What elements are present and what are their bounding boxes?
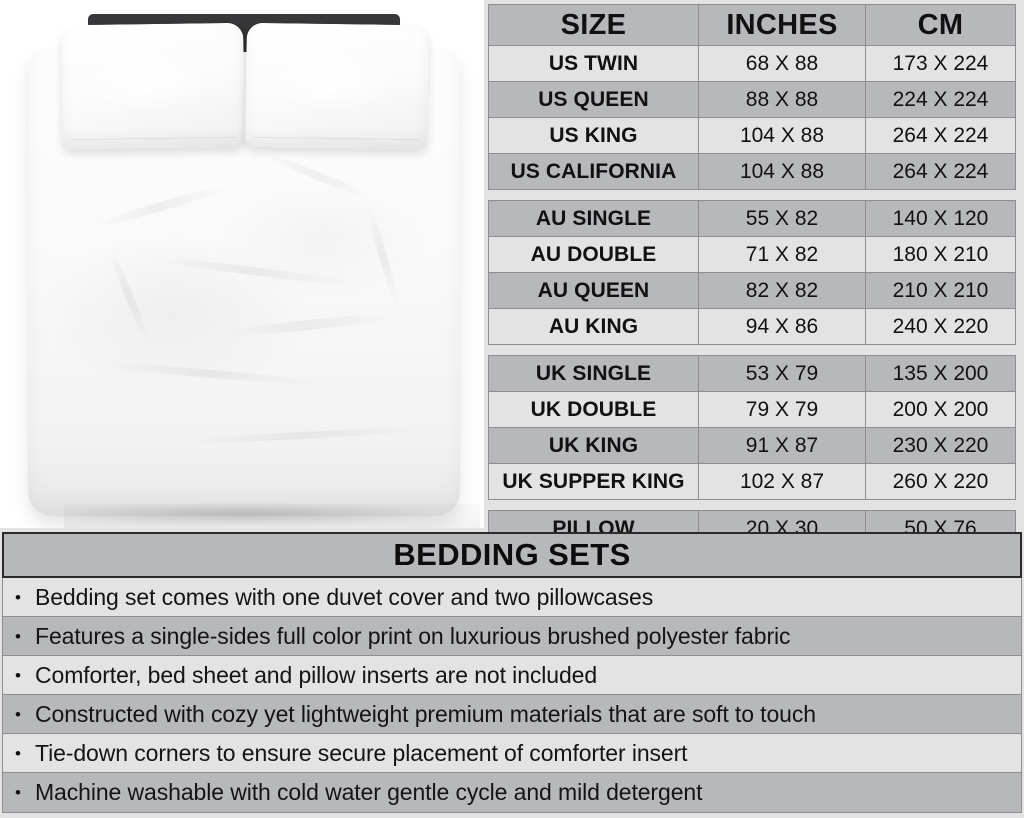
cell-cm: 173 X 224: [892, 52, 989, 75]
cell-inches: 53 X 79: [699, 356, 866, 391]
bullet-icon: •: [15, 626, 21, 646]
column-header-size: SIZE: [489, 5, 699, 45]
cell-size: AU DOUBLE: [489, 237, 699, 272]
table-row: US QUEEN 88 X 88 224 X 224: [488, 81, 1016, 117]
cell-size: AU QUEEN: [489, 273, 699, 308]
pillowcase-left: [61, 22, 245, 150]
top-area: SIZE INCHES CM US TWIN 68 X 88 173 X 224…: [0, 0, 1016, 547]
pillow-hem: [253, 136, 420, 141]
list-item: • Bedding set comes with one duvet cover…: [3, 578, 1021, 617]
cell-cm: 240 X 220: [892, 315, 989, 338]
size-group-au: AU SINGLE 55 X 82 140 X 120 AU DOUBLE 71…: [488, 200, 1016, 345]
table-row: AU QUEEN 82 X 82 210 X 210: [488, 272, 1016, 308]
cell-inches: 55 X 82: [699, 201, 866, 236]
cell-cm: 260 X 220: [892, 470, 989, 493]
table-row: US CALIFORNIA 104 X 88 264 X 224: [488, 153, 1016, 190]
cell-size: UK DOUBLE: [489, 392, 699, 427]
cell-inches: 68 X 88: [699, 46, 866, 81]
cell-size: US QUEEN: [489, 82, 699, 117]
list-item: • Features a single-sides full color pri…: [3, 617, 1021, 656]
fabric-crease: [260, 149, 376, 203]
product-image: [0, 0, 484, 528]
fabric-crease: [87, 181, 235, 232]
cell-size: US TWIN: [489, 46, 699, 81]
bullet-icon: •: [15, 587, 21, 607]
bedding-sets-section: BEDDING SETS • Bedding set comes with on…: [0, 532, 1024, 818]
cell-inches: 71 X 82: [699, 237, 866, 272]
cell-inches: 104 X 88: [699, 118, 866, 153]
cell-inches: 102 X 87: [699, 464, 866, 499]
cell-cm: 135 X 200: [892, 362, 989, 385]
feature-bullet-list: • Bedding set comes with one duvet cover…: [2, 578, 1022, 813]
table-row: UK KING 91 X 87 230 X 220: [488, 427, 1016, 463]
cell-cm: 264 X 224: [892, 124, 989, 147]
fabric-crease: [148, 254, 358, 288]
table-header-row: SIZE INCHES CM: [488, 4, 1016, 45]
cell-size: UK KING: [489, 428, 699, 463]
cell-inches: 79 X 79: [699, 392, 866, 427]
list-item-label: Machine washable with cold water gentle …: [35, 779, 703, 805]
list-item: • Constructed with cozy yet lightweight …: [3, 695, 1021, 734]
bedding-sets-title: BEDDING SETS: [393, 537, 631, 572]
table-row: UK SUPPER KING 102 X 87 260 X 220: [488, 463, 1016, 500]
table-row: UK SINGLE 53 X 79 135 X 200: [488, 355, 1016, 391]
bullet-icon: •: [15, 743, 21, 763]
bullet-icon: •: [15, 704, 21, 724]
cell-size: UK SINGLE: [489, 356, 699, 391]
cell-cm: 264 X 224: [892, 160, 989, 183]
bullet-icon: •: [15, 783, 21, 802]
mattress-base-shadow: [64, 504, 480, 528]
cell-cm: 140 X 120: [892, 207, 989, 230]
bedding-sets-header: BEDDING SETS: [2, 532, 1022, 578]
list-item: • Tie-down corners to ensure secure plac…: [3, 734, 1021, 773]
list-item-label: Bedding set comes with one duvet cover a…: [35, 583, 654, 610]
cell-cm: 210 X 210: [892, 279, 989, 302]
cell-inches: 91 X 87: [699, 428, 866, 463]
bed-mockup: [0, 0, 484, 528]
fabric-crease: [363, 202, 403, 310]
fabric-crease: [104, 243, 154, 349]
list-item-label: Comforter, bed sheet and pillow inserts …: [35, 661, 598, 688]
column-header-inches: INCHES: [699, 5, 866, 45]
cell-size: UK SUPPER KING: [489, 464, 699, 499]
table-row: UK DOUBLE 79 X 79 200 X 200: [488, 391, 1016, 427]
cell-inches: 82 X 82: [699, 273, 866, 308]
list-item-label: Tie-down corners to ensure secure placem…: [35, 739, 688, 766]
table-row: US TWIN 68 X 88 173 X 224: [488, 45, 1016, 81]
cell-size: US CALIFORNIA: [489, 154, 699, 189]
table-row: AU KING 94 X 86 240 X 220: [488, 308, 1016, 345]
table-row: US KING 104 X 88 264 X 224: [488, 117, 1016, 153]
cell-size: US KING: [489, 118, 699, 153]
cell-cm: 224 X 224: [892, 88, 989, 111]
cell-inches: 94 X 86: [699, 309, 866, 344]
cell-cm: 200 X 200: [892, 398, 989, 421]
table-row: AU SINGLE 55 X 82 140 X 120: [488, 200, 1016, 236]
fabric-crease: [177, 425, 429, 446]
column-header-cm: CM: [917, 9, 964, 41]
pillowcase-right: [245, 22, 429, 150]
fabric-crease: [98, 359, 328, 389]
table-row: AU DOUBLE 71 X 82 180 X 210: [488, 236, 1016, 272]
list-item-label: Constructed with cozy yet lightweight pr…: [35, 700, 816, 727]
cell-size: AU SINGLE: [489, 201, 699, 236]
cell-size: AU KING: [489, 309, 699, 344]
size-group-us: SIZE INCHES CM US TWIN 68 X 88 173 X 224…: [488, 4, 1016, 190]
size-group-uk: UK SINGLE 53 X 79 135 X 200 UK DOUBLE 79…: [488, 355, 1016, 500]
cell-inches: 104 X 88: [699, 154, 866, 189]
floor-shadow: [52, 504, 436, 524]
pillow-hem: [70, 136, 237, 141]
cell-cm: 180 X 210: [892, 243, 989, 266]
cell-inches: 88 X 88: [699, 82, 866, 117]
bullet-icon: •: [15, 665, 21, 685]
list-item-label: Features a single-sides full color print…: [35, 622, 791, 649]
cell-cm: 230 X 220: [892, 434, 989, 457]
fabric-crease: [217, 310, 399, 340]
list-item: • Machine washable with cold water gentl…: [3, 773, 1021, 812]
size-chart-table: SIZE INCHES CM US TWIN 68 X 88 173 X 224…: [488, 4, 1016, 547]
list-item: • Comforter, bed sheet and pillow insert…: [3, 656, 1021, 695]
